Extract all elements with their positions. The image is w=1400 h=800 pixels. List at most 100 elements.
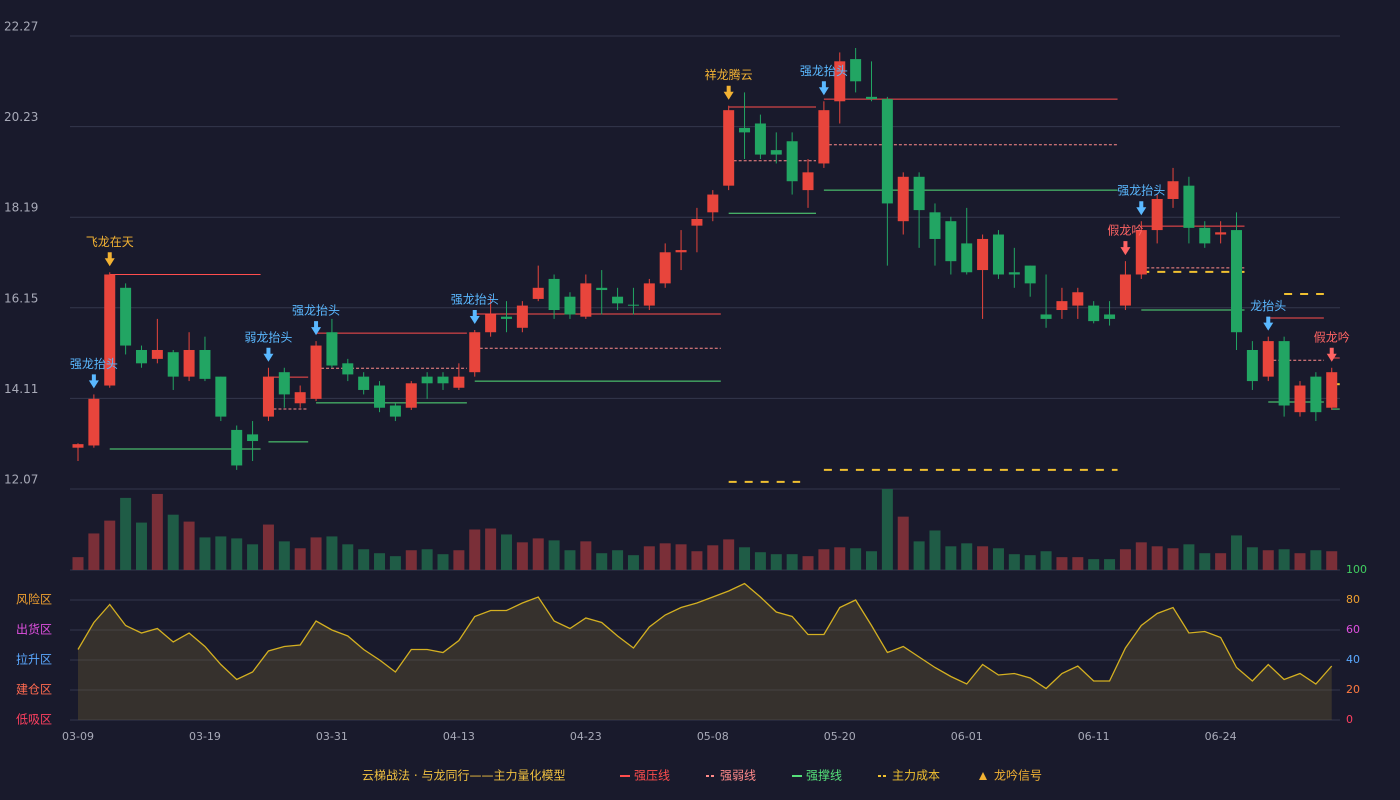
candle-body (421, 376, 433, 384)
volume-bar (516, 542, 528, 570)
volume-bar (945, 546, 957, 570)
candle-body (453, 376, 465, 388)
volume-bar (1326, 551, 1338, 570)
x-tick-label: 03-31 (316, 730, 348, 743)
volume-bar (1056, 557, 1068, 570)
candle-body (612, 296, 624, 304)
candle-body (675, 250, 687, 253)
volume-bar (881, 489, 893, 570)
candle-body (913, 176, 925, 211)
zone-label: 出货区 (16, 622, 52, 637)
volume-bar (294, 548, 306, 570)
volume-bar (485, 528, 497, 570)
volume-bar (707, 545, 719, 570)
signal-arrow (723, 85, 734, 100)
volume-bar (627, 555, 639, 570)
volume-bar (262, 524, 274, 570)
volume-bar (1119, 549, 1131, 570)
candle-body (1072, 292, 1084, 306)
volume-bar (786, 554, 798, 570)
volume-bar (961, 543, 973, 570)
candle-body (151, 349, 163, 359)
candle-body (786, 141, 798, 182)
x-tick-label: 03-19 (189, 730, 221, 743)
volume-bar (342, 544, 354, 570)
signal-arrow (818, 81, 829, 96)
candle-body (1278, 341, 1290, 406)
legend-label: 强撑线 (806, 768, 842, 783)
signal-arrow (469, 310, 480, 325)
candle-body (659, 252, 671, 284)
volume-bar (1215, 553, 1227, 570)
volume-bar (151, 493, 163, 570)
candle-body (167, 352, 179, 377)
zone-label: 风险区 (16, 592, 52, 607)
volume-bar (548, 540, 560, 570)
y2-tick-label: 0 (1346, 713, 1353, 726)
candle-body (1008, 272, 1020, 275)
candle-body (500, 316, 512, 319)
candle-body (580, 283, 592, 317)
candle-body (1310, 376, 1322, 413)
candle-body (1231, 230, 1243, 333)
x-tick-label: 03-09 (62, 730, 94, 743)
volume-bar (929, 530, 941, 570)
signal-label: 假龙吟 (1314, 329, 1350, 344)
candle-body (897, 176, 909, 222)
indicator-line (77, 582, 1333, 690)
zone-label: 建仓区 (16, 683, 52, 697)
candle-body (850, 59, 862, 82)
volume-bar (437, 554, 449, 570)
candle-body (374, 385, 386, 408)
signal-label: 假龙吟 (1107, 223, 1143, 238)
candle-body (405, 383, 417, 408)
candle-body (72, 444, 84, 448)
candle-body (231, 429, 243, 466)
volume-bar (564, 550, 576, 570)
volume-bar (88, 533, 100, 570)
volume-bar (659, 543, 671, 570)
candle-body (627, 304, 639, 306)
y-tick-label: 16.15 (4, 291, 38, 305)
y2-tick-label: 40 (1346, 653, 1360, 666)
volume-bar (1183, 544, 1195, 570)
model-title: 云梯战法 · 与龙同行——主力量化模型 (362, 769, 565, 783)
candle-body (278, 372, 290, 395)
candle-body (1151, 198, 1163, 231)
candle-body (294, 392, 306, 404)
x-tick-label: 06-01 (951, 730, 983, 743)
volume-bar (992, 548, 1004, 570)
volume-bar (866, 551, 877, 570)
candle-body (1246, 349, 1258, 382)
volume-bar (135, 522, 147, 570)
zone-label: 拉升区 (16, 652, 52, 667)
volume-bar (104, 520, 116, 570)
volume-bar (754, 552, 766, 570)
candle-body (1326, 372, 1338, 408)
candle-body (881, 99, 893, 204)
legend-swatch (979, 772, 987, 780)
legend-label: 强压线 (634, 769, 670, 783)
volume-bar (405, 550, 417, 570)
volume-bar (1040, 551, 1052, 570)
signal-label: 祥龙腾云 (705, 67, 753, 82)
volume-bar (739, 547, 751, 570)
candle-body (1167, 181, 1179, 199)
volume-bar (183, 521, 195, 570)
volume-bar (802, 556, 814, 570)
y-tick-label: 18.19 (4, 201, 38, 215)
candle-body (1215, 232, 1227, 235)
signal-arrow (88, 374, 99, 389)
volume-bar (1088, 559, 1100, 570)
volume-bar (326, 536, 338, 570)
candle-body (485, 314, 497, 333)
volume-bar (374, 553, 386, 570)
volume-bar (278, 541, 290, 570)
volume-bar (818, 549, 830, 570)
x-tick-label: 04-23 (570, 730, 602, 743)
volume-bar (1278, 549, 1290, 570)
candle-body (342, 363, 354, 375)
